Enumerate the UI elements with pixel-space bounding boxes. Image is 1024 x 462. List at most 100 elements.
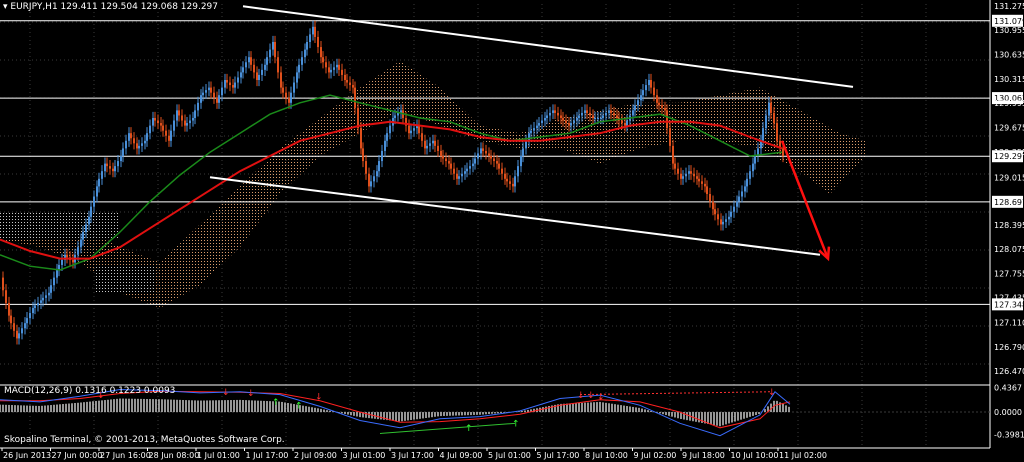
candle-body (426, 145, 428, 149)
candle-body (288, 97, 290, 103)
time-tick-label: 3 Jul 17:00 (391, 451, 434, 460)
ema-slow-line (0, 120, 783, 260)
candle-body (680, 173, 682, 179)
candle-body (672, 145, 674, 164)
price-tick-label: 126.470 (994, 367, 1024, 376)
candle-body (432, 140, 434, 144)
macd-signal-line (0, 390, 791, 429)
candle-body (757, 148, 759, 156)
candle-body (466, 168, 468, 172)
candle-body (141, 143, 143, 146)
candle-body (186, 123, 188, 126)
candle-body (280, 72, 282, 88)
candle-body (365, 161, 367, 174)
price-tick-label: 127.348 (994, 300, 1024, 309)
candle-body (112, 168, 114, 172)
candle-body (5, 290, 7, 303)
candle-body (122, 148, 124, 156)
candle-body (560, 115, 562, 118)
candle-body (58, 264, 60, 270)
price-tick-label: 127.110 (994, 318, 1024, 327)
bear-divergence-arrow: ↓ (222, 388, 230, 398)
macd-title: MACD(12,26,9) 0.1316 0.1223 0.0093 (4, 386, 176, 396)
chart-menu-icon[interactable]: ▾ (3, 2, 8, 12)
candle-body (285, 92, 287, 98)
candle-body (90, 206, 92, 217)
candle-body (589, 112, 591, 116)
ohlc-values: 129.411 129.504 129.068 129.297 (60, 2, 218, 12)
candle-body (176, 110, 178, 121)
candle-body (197, 102, 199, 111)
candle-body (245, 62, 247, 68)
candle-body (130, 133, 132, 139)
candle-body (400, 110, 402, 113)
candle-body (18, 333, 20, 339)
candle-body (168, 135, 170, 141)
candle-body (224, 80, 226, 88)
candle-body (114, 166, 116, 172)
candle-body (650, 80, 652, 88)
candle-body (480, 148, 482, 154)
candle-body (658, 102, 660, 106)
candle-body (16, 330, 18, 339)
candle-body (82, 232, 84, 240)
candle-body (64, 254, 66, 260)
time-tick-label: 3 Jul 01:00 (343, 451, 386, 460)
candle-body (210, 87, 212, 93)
time-tick-label: 11 Jul 02:00 (779, 451, 827, 460)
candle-body (61, 259, 63, 265)
candle-body (640, 95, 642, 101)
candle-body (725, 219, 727, 222)
candle-body (509, 181, 511, 184)
macd-main-line (0, 388, 791, 437)
price-tick-label: 130.635 (994, 51, 1024, 60)
candle-body (714, 209, 716, 215)
candle-body (682, 176, 684, 179)
candle-body (760, 140, 762, 149)
bull-divergence-arrow: ↑ (465, 424, 473, 434)
candle-body (685, 173, 687, 177)
time-tick-label: 27 Jun 16:00 (100, 451, 151, 460)
candle-body (576, 118, 578, 121)
candle-body (349, 82, 351, 86)
candle-body (413, 128, 415, 131)
price-tick-label: 128.075 (994, 245, 1024, 254)
candle-body (237, 77, 239, 83)
chart-title: ▾ EURJPY,H1 129.411 129.504 129.068 129.… (3, 2, 218, 12)
time-tick-label: 5 Jul 01:00 (488, 451, 531, 460)
time-tick-label: 2 Jul 09:00 (294, 451, 337, 460)
candle-body (312, 26, 314, 35)
bear-divergence-arrow: ↓ (768, 388, 776, 398)
candle-body (293, 82, 295, 93)
candle-body (330, 69, 332, 73)
candle-body (605, 112, 607, 116)
candle-body (296, 72, 298, 83)
candle-body (648, 80, 650, 86)
candle-body (752, 163, 754, 172)
candle-body (309, 34, 311, 42)
candle-body (178, 110, 180, 116)
macd-histogram (0, 398, 790, 427)
candle-body (496, 161, 498, 164)
candle-body (266, 57, 268, 65)
candle-body (128, 133, 130, 141)
candle-body (333, 67, 335, 70)
candle-body (274, 42, 276, 58)
candle-body (269, 49, 271, 58)
candle-body (450, 163, 452, 169)
candle-body (666, 110, 668, 129)
candle-body (184, 120, 186, 126)
channel-upper-line (242, 5, 854, 88)
candle-body (453, 168, 455, 174)
candle-body (88, 216, 90, 225)
candle-body (616, 115, 618, 118)
candle-body (530, 130, 532, 134)
candle-body (517, 166, 519, 177)
candle-body (549, 112, 551, 116)
candle-body (586, 110, 588, 113)
candle-body (418, 125, 420, 134)
candle-body (410, 130, 412, 134)
candle-body (749, 171, 751, 179)
candle-body (546, 115, 548, 118)
